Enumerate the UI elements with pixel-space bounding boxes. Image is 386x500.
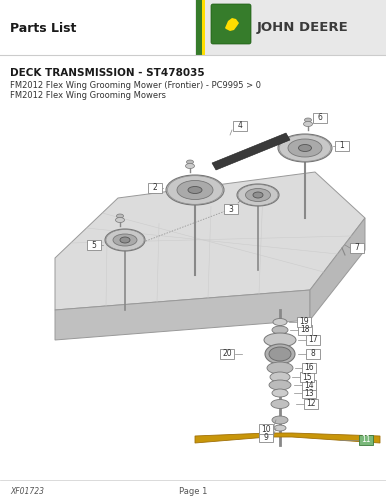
- FancyBboxPatch shape: [211, 4, 251, 44]
- Ellipse shape: [305, 118, 312, 122]
- Ellipse shape: [269, 380, 291, 390]
- Ellipse shape: [115, 218, 125, 222]
- Text: 10: 10: [261, 424, 271, 434]
- FancyBboxPatch shape: [306, 349, 320, 359]
- Ellipse shape: [237, 184, 279, 206]
- Ellipse shape: [265, 344, 295, 364]
- Text: 3: 3: [229, 204, 234, 214]
- Ellipse shape: [269, 347, 291, 361]
- FancyBboxPatch shape: [220, 349, 234, 359]
- Ellipse shape: [274, 425, 286, 431]
- Ellipse shape: [105, 229, 145, 251]
- Text: FM2012 Flex Wing Grooming Mowers: FM2012 Flex Wing Grooming Mowers: [10, 91, 166, 100]
- FancyBboxPatch shape: [224, 204, 238, 214]
- Polygon shape: [55, 172, 365, 310]
- FancyBboxPatch shape: [350, 243, 364, 253]
- FancyBboxPatch shape: [306, 335, 320, 345]
- Ellipse shape: [264, 333, 296, 347]
- Ellipse shape: [267, 362, 293, 374]
- Text: 2: 2: [152, 184, 157, 192]
- Bar: [202, 0, 205, 55]
- FancyBboxPatch shape: [302, 388, 316, 398]
- FancyBboxPatch shape: [87, 240, 101, 250]
- Ellipse shape: [288, 139, 322, 157]
- Ellipse shape: [188, 186, 202, 194]
- Ellipse shape: [271, 400, 289, 408]
- Text: 4: 4: [237, 122, 242, 130]
- Text: Parts List: Parts List: [10, 22, 76, 35]
- Text: 7: 7: [355, 244, 359, 252]
- Text: 1: 1: [340, 142, 344, 150]
- Ellipse shape: [166, 175, 224, 205]
- Ellipse shape: [186, 164, 195, 168]
- Text: XF01723: XF01723: [10, 486, 44, 496]
- Text: 11: 11: [361, 436, 371, 444]
- Text: 8: 8: [311, 350, 315, 358]
- Ellipse shape: [186, 160, 193, 164]
- Ellipse shape: [177, 180, 213, 200]
- FancyBboxPatch shape: [302, 363, 316, 373]
- FancyBboxPatch shape: [313, 113, 327, 123]
- Text: JOHN DEERE: JOHN DEERE: [257, 20, 349, 34]
- Ellipse shape: [278, 134, 332, 162]
- Text: FM2012 Flex Wing Grooming Mower (Frontier) - PC9995 > 0: FM2012 Flex Wing Grooming Mower (Frontie…: [10, 81, 261, 90]
- Ellipse shape: [303, 122, 313, 126]
- FancyBboxPatch shape: [148, 183, 162, 193]
- Text: 20: 20: [222, 350, 232, 358]
- Ellipse shape: [117, 214, 124, 218]
- Text: 14: 14: [304, 380, 314, 390]
- Ellipse shape: [273, 318, 287, 326]
- Ellipse shape: [113, 234, 137, 246]
- Polygon shape: [55, 290, 310, 340]
- FancyBboxPatch shape: [335, 141, 349, 151]
- Text: 17: 17: [308, 336, 318, 344]
- Polygon shape: [195, 433, 380, 443]
- Text: 13: 13: [304, 388, 314, 398]
- FancyBboxPatch shape: [304, 399, 318, 409]
- FancyBboxPatch shape: [259, 424, 273, 434]
- Ellipse shape: [272, 389, 288, 397]
- Bar: [0, 0, 195, 55]
- FancyBboxPatch shape: [300, 372, 314, 382]
- Polygon shape: [310, 218, 365, 320]
- Ellipse shape: [272, 416, 288, 424]
- Text: 16: 16: [304, 364, 314, 372]
- FancyBboxPatch shape: [298, 325, 312, 335]
- Text: DECK TRANSMISSION - ST478035: DECK TRANSMISSION - ST478035: [10, 68, 205, 78]
- Text: 6: 6: [318, 114, 322, 122]
- FancyBboxPatch shape: [233, 121, 247, 131]
- Ellipse shape: [253, 192, 263, 198]
- Text: Page 1: Page 1: [179, 486, 207, 496]
- Text: 15: 15: [302, 372, 312, 382]
- Ellipse shape: [270, 372, 290, 382]
- FancyBboxPatch shape: [359, 435, 373, 445]
- Text: 19: 19: [299, 318, 309, 326]
- Text: 9: 9: [264, 432, 268, 442]
- Polygon shape: [223, 18, 239, 31]
- Text: 18: 18: [300, 326, 310, 334]
- Text: 12: 12: [306, 400, 316, 408]
- Polygon shape: [212, 133, 290, 170]
- FancyBboxPatch shape: [259, 432, 273, 442]
- Bar: [0, 0, 386, 55]
- FancyBboxPatch shape: [297, 317, 311, 327]
- Ellipse shape: [120, 237, 130, 243]
- Bar: [196, 0, 202, 55]
- Ellipse shape: [298, 144, 312, 152]
- Ellipse shape: [245, 188, 271, 202]
- FancyBboxPatch shape: [302, 380, 316, 390]
- Ellipse shape: [272, 326, 288, 334]
- Text: 5: 5: [91, 240, 96, 250]
